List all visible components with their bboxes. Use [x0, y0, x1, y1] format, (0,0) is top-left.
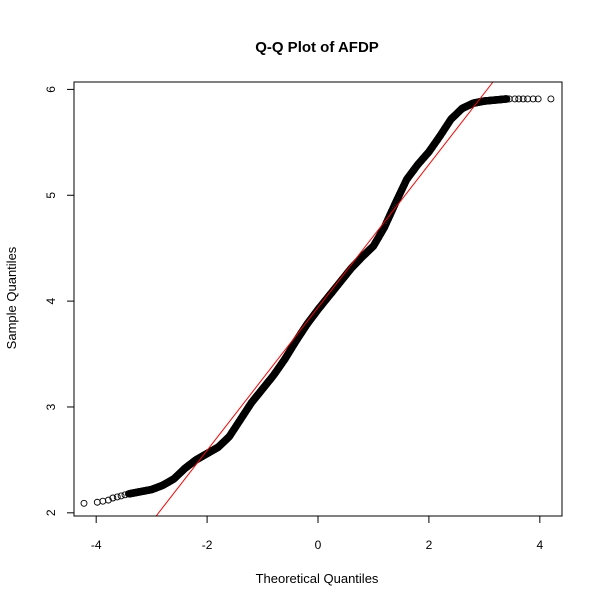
sample-point [519, 95, 527, 103]
y-tick-label: 3 [44, 403, 58, 410]
x-tick-label: 2 [426, 538, 433, 552]
sample-point [113, 493, 121, 501]
sample-point [524, 95, 532, 103]
x-tick-label: -4 [91, 538, 102, 552]
sample-point [80, 499, 88, 507]
sample-point [99, 497, 107, 505]
sample-point [104, 496, 112, 504]
y-tick-label: 4 [44, 297, 58, 304]
sample-point [124, 490, 132, 498]
x-tick-label: 4 [536, 538, 543, 552]
sample-point [93, 498, 101, 506]
sample-point [529, 95, 537, 103]
sample-point [502, 95, 511, 103]
sample-point [547, 95, 555, 103]
x-tick-label: -2 [202, 538, 213, 552]
x-tick-label: 0 [315, 538, 322, 552]
y-tick-label: 2 [44, 509, 58, 516]
sample-point [511, 95, 519, 103]
sample-point [515, 95, 523, 103]
x-axis-label: Theoretical Quantiles [256, 571, 379, 586]
y-axis-label: Sample Quantiles [4, 246, 19, 349]
sample-point [109, 494, 117, 502]
y-tick-label: 5 [44, 192, 58, 199]
plot-frame [73, 81, 563, 517]
sample-point [534, 95, 542, 103]
chart-title: Q-Q Plot of AFDP [255, 39, 379, 56]
y-tick-label: 6 [44, 86, 58, 93]
x-axis: -4 -2 0 2 4 [91, 515, 543, 552]
sample-point [505, 95, 513, 103]
reference-line-group [155, 81, 494, 517]
sample-points [80, 95, 555, 507]
sample-point [121, 491, 129, 499]
sample-point [117, 492, 125, 500]
y-axis: 2 3 4 5 6 [44, 86, 75, 516]
reference-line [155, 81, 494, 517]
